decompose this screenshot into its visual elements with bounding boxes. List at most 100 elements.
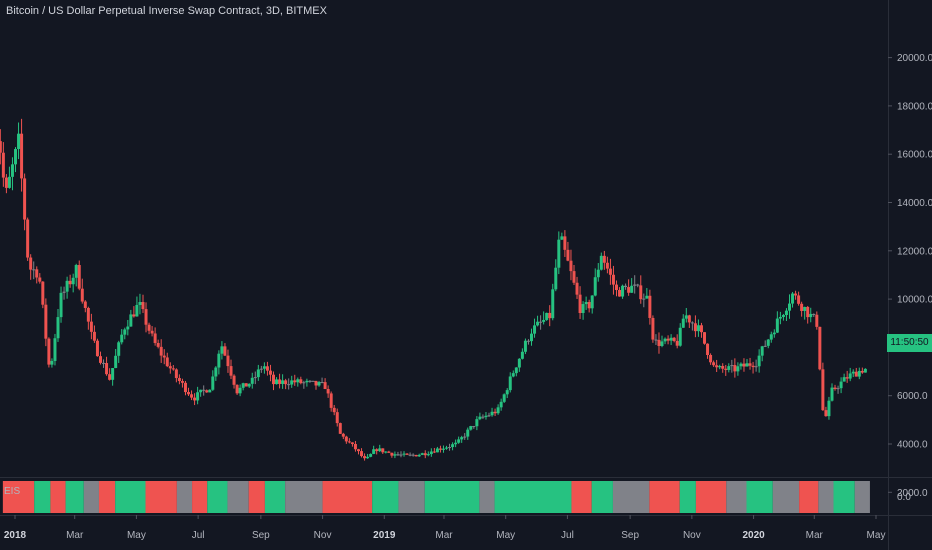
candle-body — [423, 453, 427, 456]
candle-body — [68, 280, 72, 285]
candle-body — [833, 387, 837, 390]
candle-body — [748, 363, 752, 366]
candle-body — [551, 289, 555, 319]
candle-body — [329, 393, 333, 408]
candle-body — [247, 383, 251, 387]
indicator-band — [65, 481, 84, 513]
candle-body — [278, 379, 282, 384]
candle-body — [95, 340, 99, 357]
candle-body — [763, 345, 767, 347]
candle-body — [654, 339, 658, 341]
candle-body — [611, 274, 615, 285]
candle-body — [563, 236, 567, 250]
candle-body — [293, 380, 297, 383]
indicator-band — [50, 481, 66, 513]
candle-body — [138, 302, 142, 305]
candle-body — [824, 410, 828, 417]
candle-body — [347, 441, 351, 443]
candle-body — [800, 303, 804, 311]
candle-body — [572, 271, 576, 283]
candle-body — [432, 451, 436, 453]
x-tick-label: Nov — [314, 530, 332, 541]
candle-body — [460, 437, 464, 440]
x-tick-label: Nov — [683, 530, 701, 541]
candle-body — [14, 149, 18, 165]
candle-body — [10, 164, 14, 177]
candle-body — [672, 337, 676, 341]
indicator-band — [833, 481, 855, 513]
candle-body — [420, 453, 424, 455]
candle-body — [584, 302, 588, 305]
candle-body — [827, 400, 831, 417]
candle-body — [548, 312, 552, 319]
candle-body — [98, 356, 102, 363]
candle-body — [633, 284, 637, 286]
candle-body — [38, 277, 42, 282]
candle-body — [630, 285, 634, 293]
candle-body — [739, 363, 743, 367]
candle-body — [35, 269, 39, 278]
candle-body — [602, 255, 606, 263]
candle-body — [141, 302, 145, 310]
candle-body — [366, 456, 370, 459]
candle-body — [706, 343, 710, 355]
candle-body — [62, 291, 66, 293]
x-tick-label: Jul — [561, 530, 574, 541]
indicator-band — [2, 481, 35, 513]
candle-body — [499, 401, 503, 408]
candle-body — [396, 454, 400, 456]
candle-body — [408, 454, 412, 456]
indicator-band — [398, 481, 425, 513]
candle-body — [560, 236, 564, 240]
x-tick-label: Mar — [435, 530, 453, 541]
candle-body — [557, 239, 561, 268]
candle-body — [353, 444, 357, 450]
candle-body — [490, 411, 494, 416]
candle-body — [159, 346, 163, 356]
indicator-band — [772, 481, 800, 513]
candle-body — [232, 375, 236, 385]
chart-title: Bitcoin / US Dollar Perpetual Inverse Sw… — [6, 5, 327, 17]
candle-body — [244, 383, 248, 387]
candle-body — [803, 306, 807, 311]
candle-body — [344, 436, 348, 442]
candle-body — [59, 292, 63, 318]
candle-body — [815, 314, 819, 327]
candle-body — [760, 346, 764, 356]
y-tick-label: 14000.0 — [897, 198, 932, 209]
candle-body — [681, 318, 685, 328]
candles — [0, 118, 867, 461]
indicator-bands — [2, 481, 870, 513]
candle-body — [517, 358, 521, 368]
candle-body — [123, 329, 127, 335]
candle-body — [92, 331, 96, 341]
indicator-band — [285, 481, 323, 513]
candle-body — [105, 363, 109, 375]
candle-body — [669, 337, 673, 341]
candle-body — [183, 382, 187, 393]
candle-body — [202, 389, 206, 391]
candle-body — [214, 367, 218, 377]
candle-body — [360, 451, 364, 457]
candle-body — [193, 397, 197, 401]
indicator-band — [494, 481, 572, 513]
candle-body — [332, 407, 336, 413]
candle-body — [29, 257, 33, 270]
candle-body — [326, 389, 330, 394]
candle-body — [47, 338, 51, 365]
y-tick-label: 6000.0 — [897, 391, 928, 402]
candle-body — [696, 325, 700, 332]
candle-body — [736, 366, 740, 372]
candle-body — [356, 449, 360, 452]
candle-body — [678, 327, 682, 346]
indicator-y-tick-label: 0.0 — [897, 492, 911, 503]
candle-body — [599, 255, 603, 270]
candle-body — [545, 312, 549, 320]
candle-body — [117, 342, 121, 356]
candle-body — [26, 219, 30, 258]
candle-body — [712, 362, 716, 366]
candle-body — [699, 325, 703, 333]
candle-body — [778, 316, 782, 319]
candle-body — [187, 392, 191, 395]
